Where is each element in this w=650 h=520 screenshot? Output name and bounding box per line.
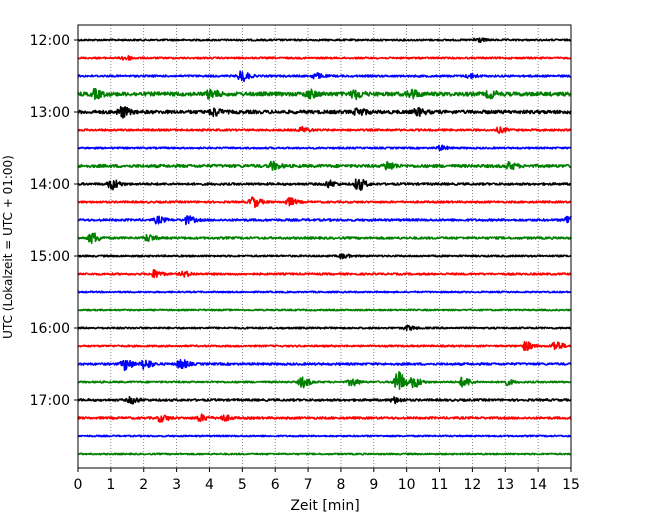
trace-1745: [77, 452, 572, 456]
x-tick-label: 4: [205, 477, 214, 493]
x-tick-label: 12: [463, 477, 481, 493]
y-tick-label: 17:00: [30, 393, 70, 409]
trace-1415: [77, 196, 572, 209]
trace-1345: [77, 160, 572, 171]
y-tick-label: 12:00: [30, 33, 70, 49]
trace-1400: [77, 178, 572, 191]
y-tick-label: 13:00: [30, 105, 70, 121]
trace-1645: [77, 370, 572, 390]
trace-1330: [77, 144, 572, 152]
y-tick-label: 14:00: [30, 177, 70, 193]
x-tick-label: 1: [106, 477, 115, 493]
x-tick-label: 3: [172, 477, 181, 493]
x-tick-label: 15: [562, 477, 580, 493]
x-tick-label: 14: [529, 477, 547, 493]
trace-1630: [77, 358, 572, 372]
trace-1615: [77, 340, 572, 352]
trace-1445: [77, 232, 572, 245]
x-tick-label: 7: [304, 477, 313, 493]
trace-1430: [77, 215, 572, 226]
x-tick-label: 11: [431, 477, 449, 493]
y-tick-label: 16:00: [30, 321, 70, 337]
trace-1700: [77, 396, 572, 405]
seismogram-traces: [77, 37, 572, 456]
x-tick-label: 2: [139, 477, 148, 493]
x-tick-label: 9: [369, 477, 378, 493]
trace-1500: [77, 253, 572, 260]
trace-1730: [77, 434, 572, 438]
trace-1600: [77, 324, 572, 332]
trace-1200: [77, 37, 572, 43]
x-tick-label: 8: [336, 477, 345, 493]
x-axis-label: Zeit [min]: [290, 498, 359, 514]
x-tick-label: 6: [271, 477, 280, 493]
trace-1530: [77, 290, 572, 294]
trace-1300: [77, 105, 572, 119]
trace-1215: [77, 54, 572, 61]
x-gridlines: [110, 25, 539, 468]
trace-1715: [77, 413, 572, 423]
trace-1315: [77, 126, 572, 134]
x-tick-label: 13: [496, 477, 514, 493]
y-axis-ticks: 12:00 13:00 14:00 15:00 16:00 17:00: [30, 33, 78, 409]
x-tick-label: 0: [74, 477, 83, 493]
trace-1515: [77, 269, 572, 279]
trace-1545: [77, 308, 572, 312]
plot-frame: [77, 24, 572, 469]
x-axis-ticks: 0 1 2 3 4 5 6 7 8 9 10 11 12 13 14 15: [74, 468, 580, 493]
trace-1230: [77, 70, 572, 83]
trace-1245: [77, 87, 572, 101]
x-tick-label: 5: [238, 477, 247, 493]
y-axis-label: UTC (Lokalzeit = UTC + 01:00): [1, 155, 15, 339]
x-tick-label: 10: [398, 477, 416, 493]
y-tick-label: 15:00: [30, 249, 70, 265]
